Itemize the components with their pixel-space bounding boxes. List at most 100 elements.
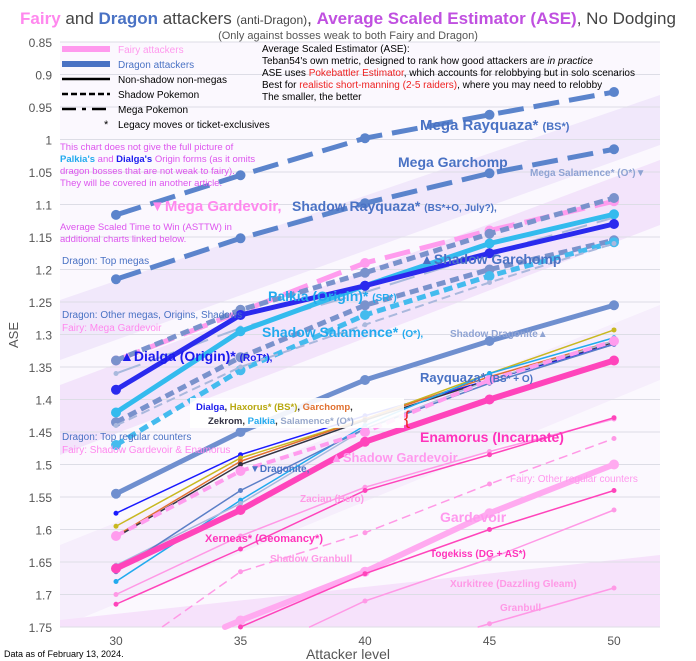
data-point (235, 615, 246, 626)
data-point (238, 462, 243, 467)
data-point (362, 598, 368, 604)
data-point (611, 585, 617, 591)
y-tick-label: 1.15 (29, 231, 53, 245)
info-line: ASE uses Pokebattler Estimator, which ac… (262, 68, 635, 79)
data-point (611, 488, 617, 493)
series-label: ▲Shadow Gardevoir (330, 450, 458, 465)
series-label: ▼Dragonite, (250, 464, 310, 475)
data-point (487, 280, 492, 285)
data-point (611, 241, 617, 246)
series-label: Rayquaza* (BS* + O) (420, 370, 533, 385)
cluster-label-part: Garchomp (303, 402, 351, 413)
legend-label: Shadow Pokemon (118, 90, 199, 101)
band-label: Fairy: Mega Gardevoir (62, 323, 162, 334)
series-label: Mega Garchomp (398, 154, 508, 170)
series-label-note: (RoT*), (240, 353, 273, 364)
y-tick-label: 0.95 (29, 101, 53, 115)
series-label: Gardevoir (440, 509, 507, 525)
y-tick-label: 1.4 (35, 394, 52, 408)
data-point (609, 87, 619, 98)
data-point (238, 624, 243, 630)
data-point (360, 267, 370, 278)
data-point (235, 170, 246, 181)
data-point (111, 209, 121, 220)
note-text: Palkia's and Dialga's Origin forms (as i… (60, 154, 255, 165)
data-point (484, 228, 495, 239)
cluster-label-part: Dialga (196, 402, 225, 413)
x-tick-label: 35 (234, 634, 248, 648)
series-line-xurkitree (308, 509, 615, 628)
data-point (609, 144, 619, 155)
series-label-note: (O*), (402, 329, 423, 340)
title-part: Average Scaled Estimator (ASE) (317, 9, 577, 28)
data-point (611, 507, 617, 513)
cluster-label-part: , (242, 416, 247, 427)
series-label-note: (BS*) (543, 121, 570, 133)
cluster-label: Zekrom, Palkia, Salamence* (O*) (208, 416, 354, 427)
title-part: Dragon (99, 9, 159, 28)
data-point (235, 233, 246, 244)
data-point (111, 563, 121, 574)
data-point (609, 355, 619, 366)
band-region (60, 305, 660, 627)
footnote: Data as of February 13, 2024. (4, 649, 124, 659)
data-point (484, 109, 495, 120)
data-point (111, 274, 121, 285)
band-region (60, 95, 660, 360)
y-tick-label: 1.35 (29, 361, 53, 375)
info-text: , which accounts for relobbying but in s… (404, 68, 635, 79)
info-line: Best for realistic short-manning (2-5 ra… (262, 80, 602, 91)
legend-label: Fairy attackers (118, 45, 184, 56)
x-axis-label: Attacker level (306, 646, 390, 661)
data-point (362, 322, 368, 328)
note-part: Dialga's (116, 154, 152, 165)
series-line-togekiss (239, 489, 615, 628)
series-label: ▲Shadow Garchomp (420, 251, 561, 267)
x-tick-label: 30 (109, 634, 123, 648)
data-point (611, 436, 617, 441)
data-point (609, 300, 619, 311)
data-point (484, 336, 495, 346)
info-line: The smaller, the better (262, 92, 362, 103)
data-point (487, 452, 492, 458)
data-point (113, 601, 119, 607)
data-point (611, 327, 617, 333)
data-point (487, 371, 492, 376)
band-label: Dragon: Top megas (62, 256, 149, 267)
data-point (111, 488, 121, 499)
y-tick-label: 1.2 (35, 264, 52, 278)
data-point (362, 571, 368, 577)
y-tick-label: 1.5 (35, 459, 52, 473)
legend-label: Legacy moves or ticket-exclusives (118, 120, 270, 131)
data-point (487, 556, 492, 562)
cluster-label-part: , (225, 402, 230, 413)
cluster-label-bg (190, 398, 404, 428)
data-point (362, 488, 368, 493)
data-point (111, 440, 121, 450)
data-point (360, 258, 370, 268)
data-point (360, 436, 370, 447)
data-point (111, 384, 121, 395)
data-point (484, 248, 495, 259)
info-highlight: Pokebattler Estimator (309, 68, 405, 79)
series-line-shadow-rayquaza (115, 195, 615, 363)
data-point (609, 336, 619, 346)
cluster-brace: { (404, 408, 410, 428)
data-point (238, 501, 243, 506)
info-line: Teban54's own metric, designed to rank h… (262, 56, 593, 67)
y-tick-label: 0.9 (35, 69, 52, 83)
y-tick-label: 1 (45, 134, 52, 148)
cluster-label-part: , (297, 402, 302, 413)
data-point (111, 407, 121, 418)
data-point (235, 427, 246, 437)
data-point (360, 280, 370, 291)
cluster-label-part: , (350, 402, 353, 413)
data-point (235, 310, 246, 320)
band-label: Dragon: Top regular counters (62, 432, 191, 443)
data-point (362, 530, 368, 536)
data-point (484, 238, 495, 249)
title-part: attackers (158, 9, 236, 28)
y-tick-label: 1.25 (29, 296, 53, 310)
x-tick-label: 50 (607, 634, 621, 648)
